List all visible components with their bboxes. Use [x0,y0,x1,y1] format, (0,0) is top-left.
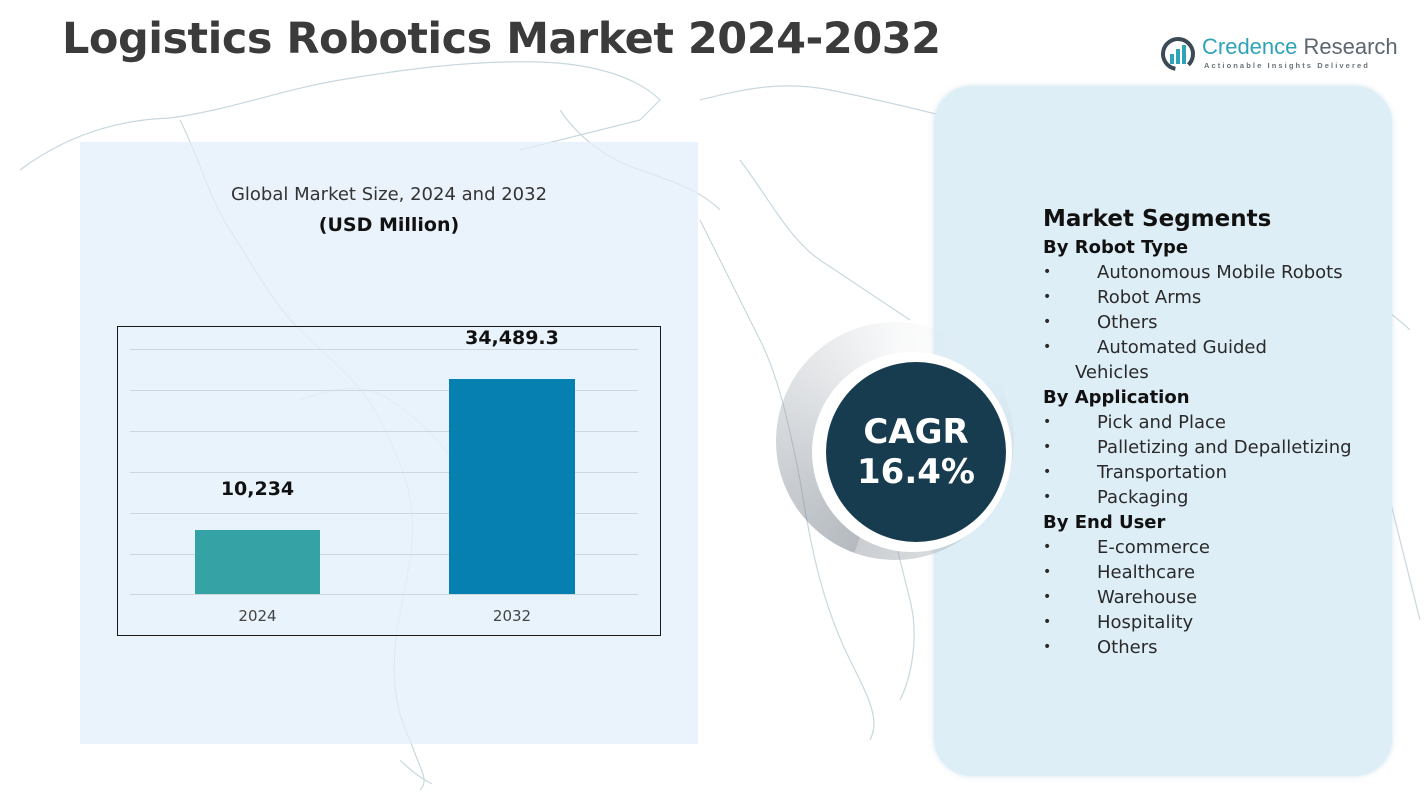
logo-name: Credence Research [1202,34,1398,60]
bar-category-2032: 2032 [492,607,532,625]
group-robot-type-title: By Robot Type [1043,237,1189,258]
list-item: • Pick and Place [1043,412,1226,433]
logo-name-part1: Credence [1202,34,1298,59]
list-item: • Healthcare [1043,562,1196,583]
segments-title: Market Segments [1043,206,1272,232]
page-title: Logistics Robotics Market 2024-2032 [62,14,941,64]
group-application-title: By Application [1043,387,1190,408]
logo-name-part2: Research [1297,34,1398,59]
bullet-icon: • [1043,614,1052,630]
bullet-icon: • [1043,414,1052,430]
list-item: • Warehouse [1043,587,1198,608]
list-item: • Others [1043,312,1158,333]
baseline [130,594,638,595]
gridline [130,554,638,555]
bullet-icon: • [1043,539,1052,555]
market-segments-list: Market Segments By Robot Type • Autonomou… [1043,203,1413,660]
bar-chart: 10,234 2024 34,489.3 2032 [117,326,661,636]
gridline [130,431,638,432]
list-item: • Robot Arms [1043,287,1202,308]
bar-2024 [195,530,320,594]
list-item: • E-commerce [1043,537,1210,558]
bullet-icon: • [1043,639,1052,655]
bullet-icon: • [1043,439,1052,455]
cagr-badge: CAGR 16.4% [826,362,1006,542]
list-item: • Others [1043,637,1158,658]
bullet-icon: • [1043,264,1052,280]
bar-value-2032: 34,489.3 [465,327,559,349]
list-item: • Palletizing and Depalletizing [1043,437,1352,458]
gridline [130,472,638,473]
bullet-icon: • [1043,464,1052,480]
chart-unit: (USD Million) [318,214,460,236]
gridline [130,349,638,350]
bar-chart-circle-icon [1161,37,1195,71]
bullet-icon: • [1043,489,1052,505]
group-end-user-title: By End User [1043,512,1166,533]
bullet-icon: • [1043,339,1052,355]
bullet-icon: • [1043,589,1052,605]
cagr-value: 16.4% [857,452,975,492]
bullet-icon: • [1043,314,1052,330]
list-item: • Automated Guided Vehicles [1043,337,1267,383]
chart-subtitle: Global Market Size, 2024 and 2032 [230,184,548,205]
list-item: • Hospitality [1043,612,1194,633]
gridline [130,390,638,391]
bar-2032 [449,379,575,594]
bullet-icon: • [1043,564,1052,580]
logo-tagline: Actionable Insights Delivered [1204,61,1370,70]
bullet-icon: • [1043,289,1052,305]
gridline [130,513,638,514]
credence-research-logo: Credence Research Actionable Insights De… [1160,32,1400,76]
list-item: • Transportation [1043,462,1227,483]
bar-value-2024: 10,234 [220,478,295,500]
list-item: • Autonomous Mobile Robots [1043,262,1343,283]
list-item: • Packaging [1043,487,1189,508]
bar-category-2024: 2024 [238,607,277,625]
cagr-label: CAGR [863,412,969,452]
